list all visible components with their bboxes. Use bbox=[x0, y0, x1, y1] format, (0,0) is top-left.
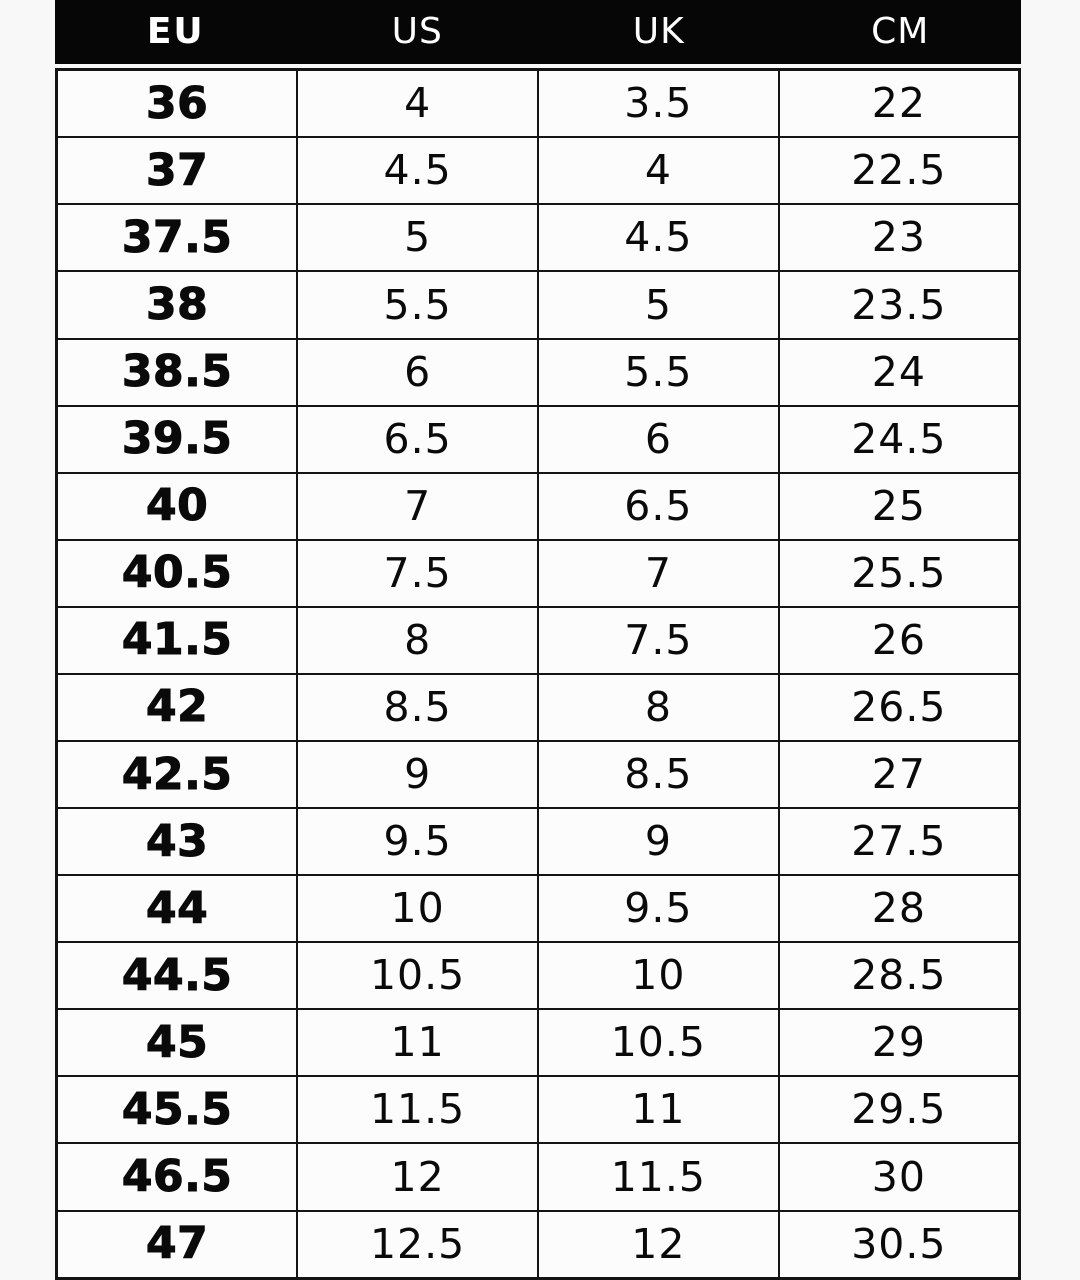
size-cell-eu: 37 bbox=[55, 136, 299, 206]
size-table: 36 4 3.5 22 37 4.5 4 22.5 37.5 5 4.5 23 38 5.5 5 23.5 38… bbox=[55, 68, 1021, 1280]
size-cell-uk: 5.5 bbox=[537, 337, 780, 407]
size-cell-uk: 7 bbox=[537, 538, 780, 608]
column-header-eu: EU bbox=[146, 11, 205, 52]
size-cell-eu: 42 bbox=[55, 672, 299, 743]
size-cell-cm: 23.5 bbox=[777, 270, 1021, 340]
size-cell-cm: 28.5 bbox=[777, 941, 1021, 1011]
size-cell-uk: 10.5 bbox=[537, 1008, 780, 1078]
table-row: 37 4.5 4 22.5 bbox=[55, 136, 1021, 206]
size-cell-cm: 26.5 bbox=[777, 672, 1021, 743]
size-cell-us: 9.5 bbox=[296, 807, 539, 877]
size-cell-us: 6.5 bbox=[296, 404, 539, 474]
size-cell-cm: 24.5 bbox=[777, 404, 1021, 474]
size-cell-us: 11.5 bbox=[296, 1075, 539, 1145]
size-cell-us: 10.5 bbox=[296, 941, 539, 1011]
size-cell-us: 5.5 bbox=[296, 270, 539, 340]
size-cell-eu: 38.5 bbox=[55, 337, 299, 407]
shoe-size-conversion-chart: EU US UK CM 36 4 3.5 22 37 4.5 4 22.5 37.5 5 4.5 23… bbox=[55, 0, 1021, 1280]
table-row: 45 11 10.5 29 bbox=[55, 1008, 1021, 1078]
size-table-body: 36 4 3.5 22 37 4.5 4 22.5 37.5 5 4.5 23 38 5.5 5 23.5 38… bbox=[55, 68, 1021, 1280]
table-row: 42 8.5 8 26.5 bbox=[55, 672, 1021, 743]
size-cell-uk: 4.5 bbox=[537, 203, 780, 273]
size-cell-us: 5 bbox=[296, 203, 539, 273]
size-cell-cm: 29 bbox=[777, 1008, 1021, 1078]
size-cell-eu: 43 bbox=[55, 807, 299, 877]
table-header: EU US UK CM bbox=[55, 0, 1021, 64]
size-cell-cm: 26 bbox=[777, 605, 1021, 675]
size-cell-cm: 30.5 bbox=[777, 1209, 1021, 1280]
size-cell-cm: 25 bbox=[777, 471, 1021, 541]
size-cell-cm: 22.5 bbox=[777, 136, 1021, 206]
size-cell-uk: 6 bbox=[537, 404, 780, 474]
size-cell-us: 12.5 bbox=[296, 1209, 539, 1280]
size-cell-cm: 25.5 bbox=[777, 538, 1021, 608]
size-cell-eu: 41.5 bbox=[55, 605, 299, 675]
size-cell-us: 7.5 bbox=[296, 538, 539, 608]
size-cell-uk: 5 bbox=[537, 270, 780, 340]
size-cell-uk: 11.5 bbox=[537, 1142, 780, 1212]
table-row: 44 10 9.5 28 bbox=[55, 874, 1021, 944]
table-row: 37.5 5 4.5 23 bbox=[55, 203, 1021, 273]
size-cell-eu: 37.5 bbox=[55, 203, 299, 273]
size-cell-eu: 42.5 bbox=[55, 740, 299, 810]
table-row: 47 12.5 12 30.5 bbox=[55, 1209, 1021, 1280]
table-row: 45.5 11.5 11 29.5 bbox=[55, 1075, 1021, 1145]
size-cell-eu: 44 bbox=[55, 874, 299, 944]
size-cell-uk: 4 bbox=[537, 136, 780, 206]
size-cell-uk: 10 bbox=[537, 941, 780, 1011]
size-cell-eu: 40 bbox=[55, 471, 299, 541]
table-row: 43 9.5 9 27.5 bbox=[55, 807, 1021, 877]
table-row: 42.5 9 8.5 27 bbox=[55, 740, 1021, 810]
size-cell-uk: 3.5 bbox=[537, 68, 780, 139]
table-row: 41.5 8 7.5 26 bbox=[55, 605, 1021, 675]
table-row: 38.5 6 5.5 24 bbox=[55, 337, 1021, 407]
size-cell-cm: 22 bbox=[777, 68, 1021, 139]
size-cell-eu: 36 bbox=[55, 68, 299, 139]
size-cell-eu: 45.5 bbox=[55, 1075, 299, 1145]
size-cell-cm: 27 bbox=[777, 740, 1021, 810]
column-header-cm: CM bbox=[871, 11, 930, 52]
size-cell-us: 7 bbox=[296, 471, 539, 541]
size-cell-us: 9 bbox=[296, 740, 539, 810]
column-header-us: US bbox=[391, 11, 443, 52]
size-cell-eu: 40.5 bbox=[55, 538, 299, 608]
size-cell-uk: 9 bbox=[537, 807, 780, 877]
size-cell-eu: 44.5 bbox=[55, 941, 299, 1011]
size-cell-uk: 6.5 bbox=[537, 471, 780, 541]
size-cell-cm: 29.5 bbox=[777, 1075, 1021, 1145]
size-cell-us: 8 bbox=[296, 605, 539, 675]
size-cell-eu: 47 bbox=[55, 1209, 299, 1280]
size-cell-us: 10 bbox=[296, 874, 539, 944]
column-header-uk: UK bbox=[632, 11, 685, 52]
size-cell-us: 8.5 bbox=[296, 672, 539, 743]
size-cell-eu: 45 bbox=[55, 1008, 299, 1078]
size-cell-us: 12 bbox=[296, 1142, 539, 1212]
size-cell-eu: 38 bbox=[55, 270, 299, 340]
table-row: 38 5.5 5 23.5 bbox=[55, 270, 1021, 340]
size-cell-eu: 39.5 bbox=[55, 404, 299, 474]
size-cell-us: 4.5 bbox=[296, 136, 539, 206]
size-cell-uk: 9.5 bbox=[537, 874, 780, 944]
size-cell-cm: 24 bbox=[777, 337, 1021, 407]
size-cell-cm: 30 bbox=[777, 1142, 1021, 1212]
size-cell-cm: 23 bbox=[777, 203, 1021, 273]
table-row: 44.5 10.5 10 28.5 bbox=[55, 941, 1021, 1011]
size-cell-uk: 7.5 bbox=[537, 605, 780, 675]
table-row: 36 4 3.5 22 bbox=[55, 68, 1021, 139]
table-row: 46.5 12 11.5 30 bbox=[55, 1142, 1021, 1212]
size-cell-us: 11 bbox=[296, 1008, 539, 1078]
table-row: 39.5 6.5 6 24.5 bbox=[55, 404, 1021, 474]
size-cell-eu: 46.5 bbox=[55, 1142, 299, 1212]
table-row: 40 7 6.5 25 bbox=[55, 471, 1021, 541]
size-cell-uk: 12 bbox=[537, 1209, 780, 1280]
size-cell-uk: 8.5 bbox=[537, 740, 780, 810]
size-cell-us: 6 bbox=[296, 337, 539, 407]
size-cell-cm: 27.5 bbox=[777, 807, 1021, 877]
size-cell-uk: 11 bbox=[537, 1075, 780, 1145]
size-cell-us: 4 bbox=[296, 68, 539, 139]
size-cell-cm: 28 bbox=[777, 874, 1021, 944]
size-cell-uk: 8 bbox=[537, 672, 780, 743]
table-row: 40.5 7.5 7 25.5 bbox=[55, 538, 1021, 608]
